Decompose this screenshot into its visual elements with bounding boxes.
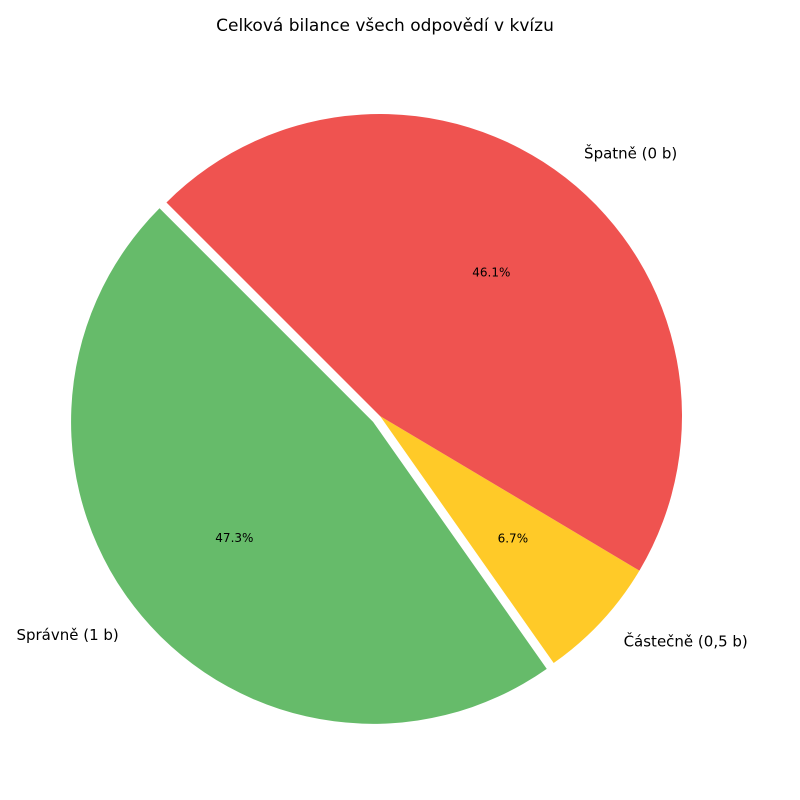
slice-label: Částečně (0,5 b) [624, 631, 748, 650]
pie-slice [71, 208, 547, 724]
value-label: 46.1% [472, 266, 510, 280]
chart-title: Celková bilance všech odpovědí v kvízu [216, 16, 554, 36]
value-label: 47.3% [215, 531, 253, 545]
slice-label: Špatně (0 b) [584, 143, 677, 162]
slice-label: Správně (1 b) [16, 626, 118, 644]
pie-slice [380, 416, 640, 664]
value-label: 6.7% [498, 532, 529, 546]
pie-slice [166, 113, 683, 571]
